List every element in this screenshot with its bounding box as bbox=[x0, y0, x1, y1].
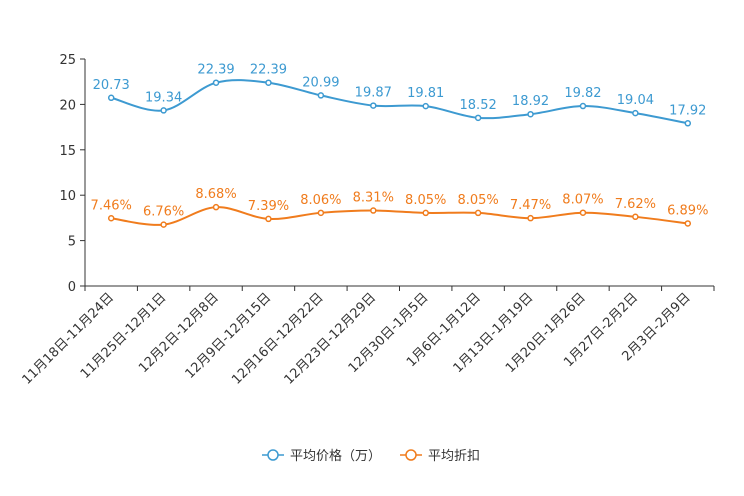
data-point bbox=[212, 203, 220, 211]
data-point bbox=[317, 209, 325, 217]
data-label: 19.04 bbox=[617, 93, 654, 108]
data-label: 18.92 bbox=[512, 94, 549, 109]
x-tick-label: 12月16日-12月22日 bbox=[229, 290, 326, 387]
data-label: 20.73 bbox=[93, 78, 130, 93]
data-point bbox=[160, 107, 167, 114]
data-label: 22.39 bbox=[197, 63, 234, 78]
data-label: 22.39 bbox=[250, 63, 287, 78]
data-label: 19.34 bbox=[145, 90, 182, 105]
legend-label: 平均价格（万） bbox=[290, 448, 381, 464]
data-point bbox=[527, 110, 534, 118]
data-point bbox=[632, 109, 639, 117]
legend-label: 平均折扣 bbox=[428, 449, 480, 464]
series-line-2 bbox=[111, 206, 688, 226]
data-point bbox=[265, 79, 272, 86]
y-tick-label: 0 bbox=[68, 280, 76, 295]
data-label: 20.99 bbox=[302, 75, 339, 90]
data-point bbox=[632, 213, 639, 221]
data-point bbox=[265, 215, 272, 223]
data-point bbox=[212, 79, 220, 86]
y-tick-label: 25 bbox=[59, 53, 76, 68]
y-tick-label: 5 bbox=[68, 235, 76, 250]
data-label: 8.68% bbox=[195, 187, 236, 202]
data-label: 6.89% bbox=[667, 203, 708, 218]
data-point bbox=[474, 209, 482, 217]
data-label: 8.05% bbox=[405, 193, 446, 208]
data-point bbox=[527, 214, 534, 222]
y-tick-label: 15 bbox=[59, 144, 76, 159]
data-label: 6.76% bbox=[143, 205, 184, 220]
y-tick-label: 10 bbox=[59, 189, 76, 204]
data-label: 19.87 bbox=[355, 86, 392, 101]
data-point bbox=[422, 209, 429, 217]
data-label: 17.92 bbox=[669, 103, 706, 118]
data-point bbox=[160, 221, 167, 228]
data-point bbox=[370, 102, 377, 109]
data-point bbox=[107, 94, 115, 102]
x-tick-label: 12月23日-12月29日 bbox=[282, 290, 379, 387]
data-point bbox=[107, 215, 115, 222]
legend-marker bbox=[267, 449, 279, 461]
data-label: 8.07% bbox=[562, 193, 603, 208]
legend-marker bbox=[405, 449, 417, 461]
data-point bbox=[579, 209, 587, 216]
data-label: 7.62% bbox=[615, 197, 656, 212]
data-point bbox=[422, 102, 429, 110]
data-label: 8.06% bbox=[300, 193, 341, 208]
data-point bbox=[579, 102, 587, 110]
data-point bbox=[317, 92, 325, 99]
data-label: 8.31% bbox=[353, 191, 394, 206]
data-point bbox=[474, 114, 482, 122]
data-label: 8.05% bbox=[457, 193, 498, 208]
data-label: 18.52 bbox=[460, 98, 497, 113]
data-label: 7.39% bbox=[248, 199, 289, 214]
data-label: 19.82 bbox=[564, 86, 601, 101]
x-tick-label: 11月18日-11月24日 bbox=[20, 290, 117, 387]
data-label: 7.47% bbox=[510, 198, 551, 213]
data-point bbox=[684, 120, 692, 127]
data-point bbox=[684, 220, 692, 227]
data-label: 7.46% bbox=[91, 198, 132, 213]
y-tick-label: 20 bbox=[59, 98, 76, 113]
series-line-1 bbox=[110, 79, 688, 125]
data-label: 19.81 bbox=[407, 86, 444, 101]
data-point bbox=[370, 207, 377, 214]
